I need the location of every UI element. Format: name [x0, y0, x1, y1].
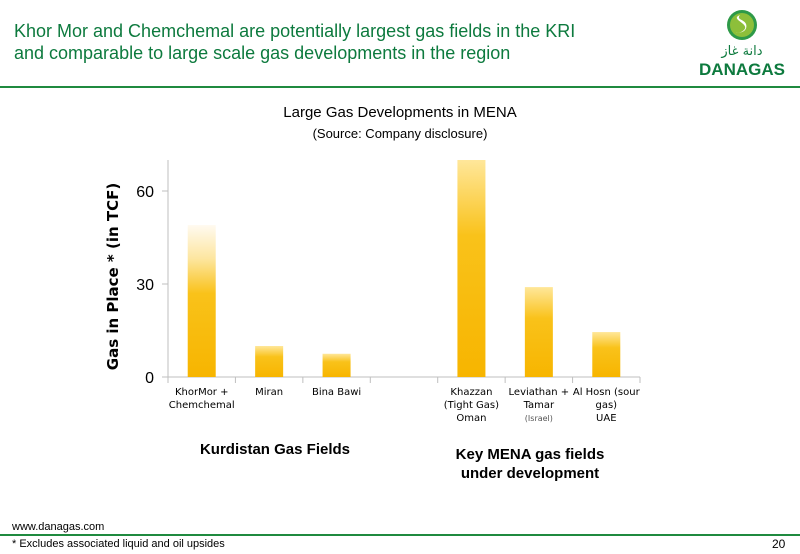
footnote: * Excludes associated liquid and oil ups… [12, 538, 225, 550]
bar [524, 287, 553, 377]
y-axis-label: Gas in Place * (in TCF) [104, 183, 122, 370]
x-tick-note: (Israel) [525, 414, 553, 423]
logo-wordmark: DANAGAS [694, 60, 790, 80]
bar [187, 225, 216, 377]
logo-wordmark-text: DANAGAS [699, 60, 785, 79]
footer-website-link[interactable]: www.danagas.com [12, 521, 105, 533]
group-label-mena-line-2: under development [460, 465, 600, 482]
bar [592, 332, 621, 377]
group-label-mena-line-1: Key MENA gas fields [455, 446, 605, 463]
x-tick-label: Tamar [523, 400, 555, 411]
bar [457, 160, 486, 377]
group-label-kurdistan: Kurdistan Gas Fields [170, 440, 380, 459]
x-tick-label: Bina Bawi [312, 387, 361, 398]
danagas-logo: دانة غاز DANAGAS [694, 8, 790, 86]
x-tick-label: Oman [456, 413, 486, 424]
bar [255, 346, 284, 377]
x-tick-label: Chemchemal [169, 400, 235, 411]
x-tick-label: Khazzan [450, 387, 492, 398]
x-tick-label: (Tight Gas) [444, 400, 499, 411]
y-tick-label: 0 [145, 370, 154, 387]
page-number: 20 [772, 537, 786, 551]
slide-title-line-2: and comparable to large scale gas develo… [14, 43, 511, 63]
x-tick-label: gas) [595, 400, 617, 411]
y-tick-label: 30 [136, 277, 154, 294]
bar [322, 353, 351, 377]
group-label-mena: Key MENA gas fields under development [420, 445, 640, 483]
x-tick-label: KhorMor + [175, 387, 229, 398]
x-tick-label: Al Hosn (sour [573, 387, 641, 398]
x-tick-label: Leviathan + [509, 387, 570, 398]
chart-title: Large Gas Developments in MENA [283, 104, 517, 121]
y-tick-label: 60 [136, 184, 154, 201]
header-rule [0, 86, 800, 88]
chart-subtitle: (Source: Company disclosure) [312, 126, 488, 141]
slide-title: Khor Mor and Chemchemal are potentially … [14, 20, 674, 64]
group-label-kurdistan-text: Kurdistan Gas Fields [199, 441, 351, 458]
logo-emblem-icon: دانة غاز [720, 10, 763, 59]
x-tick-label: Miran [255, 387, 283, 398]
x-tick-label: UAE [596, 413, 616, 424]
footer-rule [0, 534, 800, 536]
slide-title-line-1: Khor Mor and Chemchemal are potentially … [14, 21, 576, 41]
logo-arabic-text: دانة غاز [720, 44, 762, 59]
